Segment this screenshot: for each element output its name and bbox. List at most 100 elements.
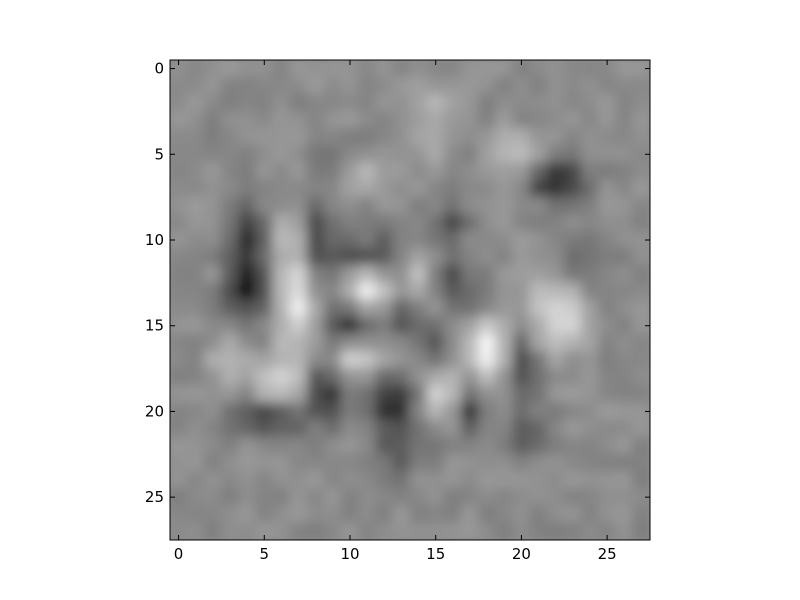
heatmap-cell [392,522,411,540]
heatmap-cell [580,230,600,250]
heatmap-cell [203,230,222,250]
heatmap-cell [426,436,445,455]
heatmap-cell [203,145,222,164]
heatmap-cell [443,76,462,95]
heatmap-cell [392,436,411,455]
heatmap-cell [220,368,240,387]
heatmap-cell [529,385,548,404]
heatmap-cell [358,419,377,438]
heatmap-cell [580,265,600,284]
heatmap-cell [598,162,617,181]
heatmap-cell [529,128,548,147]
heatmap-cell [255,230,274,250]
heatmap-cell [443,522,462,540]
heatmap-cell [460,248,480,267]
heatmap-cell [598,213,617,232]
heatmap-cell [632,333,650,352]
heatmap-cell [358,248,377,267]
x-tick-label: 0 [174,545,184,563]
heatmap-cell [478,76,497,95]
heatmap-cell [340,505,360,524]
heatmap-cell [478,488,497,507]
heatmap-cell [443,93,462,112]
heatmap-cell [615,350,634,370]
heatmap-cell [289,385,308,404]
heatmap-cell [563,385,582,404]
heatmap-cell [170,402,188,421]
heatmap-cell [615,60,634,78]
heatmap-cell [478,299,497,318]
heatmap-cell [289,76,308,95]
heatmap-cell [358,333,377,352]
heatmap-cell [186,282,205,301]
heatmap-cell [495,436,514,455]
heatmap-cell [529,419,548,438]
heatmap-cell [238,196,257,215]
heatmap-cell [529,76,548,95]
heatmap-cell [580,522,600,540]
heatmap-cell [392,282,411,301]
heatmap-cell [289,282,308,301]
heatmap-cell [255,299,274,318]
heatmap-cell [478,145,497,164]
heatmap-cell [426,505,445,524]
heatmap-cell [358,402,377,421]
heatmap-cell [443,419,462,438]
heatmap-cell [323,419,342,438]
heatmap-cell [238,453,257,472]
heatmap-cell [203,93,222,112]
heatmap-cell [255,333,274,352]
heatmap-cell [323,60,342,78]
heatmap-cell [272,436,291,455]
heatmap-cell [512,145,531,164]
heatmap-cell [563,248,582,267]
heatmap-cell [170,453,188,472]
heatmap-cell [306,230,325,250]
heatmap-cell [340,145,360,164]
heatmap-cell [460,76,480,95]
heatmap-cell [443,453,462,472]
heatmap-cell [443,316,462,335]
heatmap-cell [358,60,377,78]
heatmap-cell [512,213,531,232]
heatmap-cell [563,128,582,147]
heatmap-cell [203,505,222,524]
heatmap-cell [375,213,394,232]
heatmap-cell [460,316,480,335]
heatmap-cell [340,436,360,455]
heatmap-cell [443,230,462,250]
heatmap-cell [615,128,634,147]
heatmap-cell [426,470,445,490]
heatmap-cell [529,522,548,540]
heatmap-cell [170,488,188,507]
heatmap-cell [460,350,480,370]
heatmap-cell [392,128,411,147]
heatmap-cell [340,333,360,352]
heatmap-cell [238,333,257,352]
heatmap-cell [358,213,377,232]
heatmap-cell [563,522,582,540]
heatmap-cell [615,522,634,540]
heatmap-cell [443,368,462,387]
heatmap-cell [478,230,497,250]
heatmap-cell [426,453,445,472]
heatmap-cell [289,470,308,490]
heatmap-cell [272,470,291,490]
heatmap-cell [272,76,291,95]
heatmap-cell [460,419,480,438]
heatmap-cell [170,93,188,112]
heatmap-cell [255,282,274,301]
heatmap-cell [340,196,360,215]
heatmap-cell [306,505,325,524]
heatmap-cell [546,436,565,455]
heatmap-cell [529,110,548,130]
heatmap-cell [340,265,360,284]
heatmap-cell [563,470,582,490]
heatmap-cell [272,145,291,164]
heatmap-cell [289,60,308,78]
heatmap-cell [170,299,188,318]
heatmap-cell [289,333,308,352]
y-tick-label: 0 [154,60,164,78]
heatmap-cell [238,436,257,455]
heatmap-cell [203,213,222,232]
